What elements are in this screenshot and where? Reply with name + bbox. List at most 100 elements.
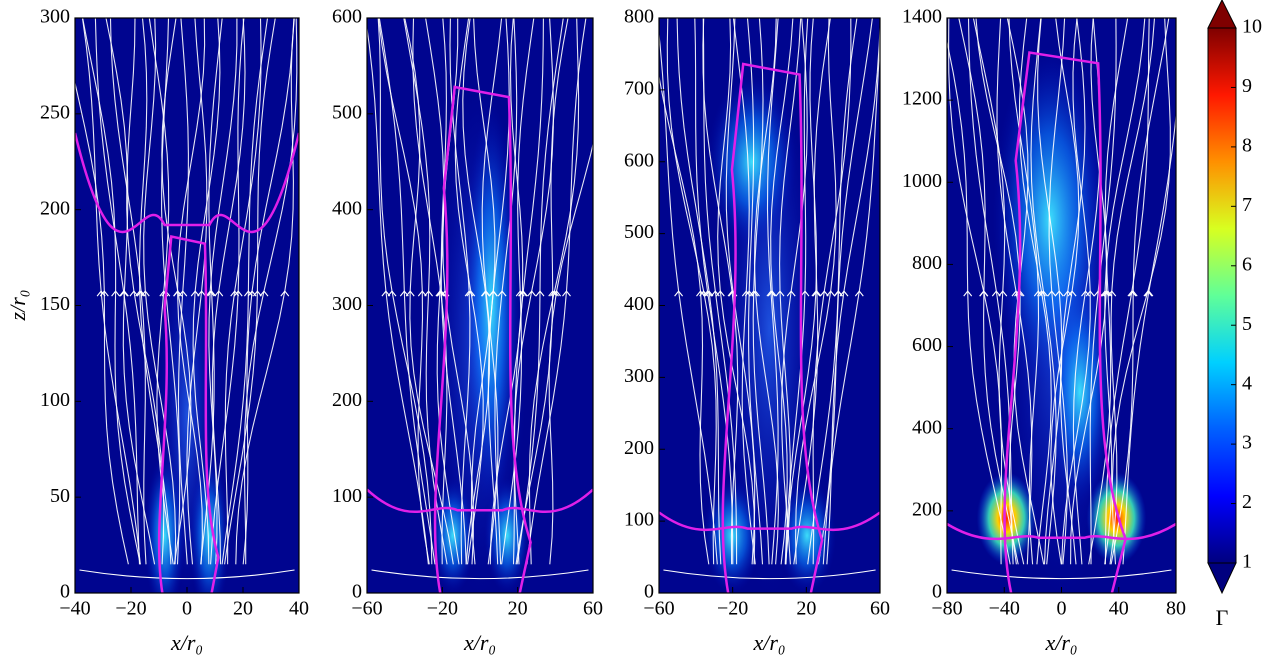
streamline-arrow: [550, 290, 559, 297]
y-tick-label: 1400: [902, 6, 942, 28]
colorbar-tick-label: 2: [1242, 491, 1252, 513]
hot-spot: [976, 472, 1037, 565]
y-tick-label: 500: [332, 101, 362, 123]
streamline-arrow: [436, 290, 446, 297]
streamline-arrow: [826, 290, 836, 297]
x-tick-label: 20: [796, 598, 816, 620]
y-tick-label: 100: [332, 485, 362, 507]
streamline-arrow: [811, 290, 821, 297]
streamline: [79, 569, 295, 580]
contour: [1003, 51, 1127, 593]
contour: [157, 234, 220, 593]
x-tick-label: −60: [643, 598, 674, 620]
streamline: [371, 569, 589, 580]
y-tick-label: 500: [624, 221, 654, 243]
streamline-arrow: [233, 290, 243, 297]
streamline-arrow: [243, 290, 253, 297]
streamline-arrow: [417, 290, 427, 297]
x-tick-label: 40: [289, 598, 309, 620]
colorbar: [1207, 27, 1237, 564]
y-tick-label: 600: [624, 149, 654, 171]
streamline-arrow: [1128, 290, 1138, 297]
streamline-arrow: [775, 290, 785, 297]
streamline-arrow: [111, 290, 121, 297]
y-tick-label: 250: [40, 101, 70, 123]
x-tick-label: −80: [931, 598, 962, 620]
streamline-arrow: [136, 290, 146, 297]
streamline-arrow: [466, 290, 476, 297]
y-tick-label: 0: [352, 581, 362, 603]
x-tick-label: 80: [1166, 598, 1186, 620]
streamline-arrow: [424, 290, 434, 297]
streamline: [951, 569, 1172, 580]
colorbar-label: Γ: [1216, 605, 1229, 630]
streamline-arrow: [1063, 290, 1073, 297]
x-tick-label: −20: [717, 598, 748, 620]
streamline-arrow: [1038, 290, 1048, 297]
y-axis-label: z/r₀: [5, 290, 30, 322]
y-tick-label: 600: [332, 6, 362, 28]
streamline-arrow: [518, 290, 528, 297]
y-tick-label: 1200: [902, 88, 942, 110]
streamline-arrow: [704, 290, 714, 297]
streamline-arrow: [552, 290, 562, 297]
colorbar-tick-label: 10: [1242, 16, 1262, 38]
streamline-arrow: [1143, 290, 1153, 297]
x-tick-label: 60: [583, 598, 603, 620]
streamline-arrow: [481, 290, 491, 297]
streamline-arrow: [812, 290, 822, 297]
y-tick-label: 600: [912, 334, 942, 356]
contour: [721, 62, 824, 593]
streamline-arrow: [1047, 290, 1057, 297]
jet-glow: [484, 478, 530, 593]
contour: [659, 511, 880, 532]
streamline-arrow: [703, 290, 712, 297]
field: [659, 18, 880, 593]
streamline-arrow: [259, 290, 269, 297]
streamline-arrow: [405, 290, 415, 297]
y-tick-label: 800: [624, 6, 654, 28]
streamline-arrow: [1067, 290, 1077, 297]
y-tick-label: 0: [644, 581, 654, 603]
colorbar-tick-label: 4: [1242, 372, 1252, 394]
jet-glow: [430, 478, 476, 593]
streamline-arrow: [230, 290, 240, 297]
streamline-arrow: [119, 290, 129, 297]
contour: [947, 522, 1176, 541]
streamline-arrow: [280, 290, 290, 297]
streamline-arrow: [207, 290, 217, 297]
y-tick-label: 100: [624, 509, 654, 531]
streamline-arrow: [535, 290, 545, 297]
y-tick-label: 200: [912, 498, 942, 520]
x-axis-label: x/r₀: [463, 630, 496, 655]
y-tick-label: 400: [332, 197, 362, 219]
y-tick-label: 700: [624, 77, 654, 99]
streamline-arrow: [991, 290, 1001, 297]
x-tick-label: −40: [59, 598, 90, 620]
streamline-arrow: [1081, 290, 1090, 297]
streamline-arrow: [715, 290, 725, 297]
y-tick-label: 800: [912, 252, 942, 274]
y-tick-label: 150: [40, 293, 70, 315]
y-tick-label: 400: [912, 416, 942, 438]
streamline-arrow: [488, 290, 498, 297]
x-tick-label: 60: [870, 598, 890, 620]
colorbar-tick-label: 5: [1242, 313, 1252, 335]
x-axis-label: x/r₀: [170, 630, 203, 655]
colorbar-extend: [1207, 0, 1237, 29]
streamline-arrow: [749, 290, 759, 297]
field: [947, 18, 1176, 593]
y-tick-label: 400: [624, 293, 654, 315]
jet-glow: [189, 455, 230, 593]
y-tick-label: 300: [40, 6, 70, 28]
colorbar-tick-label: 1: [1242, 551, 1252, 573]
streamline-arrow: [214, 290, 224, 297]
streamline-arrow: [562, 290, 571, 297]
field: [75, 18, 299, 593]
colorbar-tick-label: 7: [1242, 194, 1252, 216]
x-axis-label: x/r₀: [1044, 630, 1077, 655]
streamline-arrow: [979, 290, 989, 297]
y-tick-label: 0: [932, 581, 942, 603]
streamline-arrow: [998, 290, 1008, 297]
